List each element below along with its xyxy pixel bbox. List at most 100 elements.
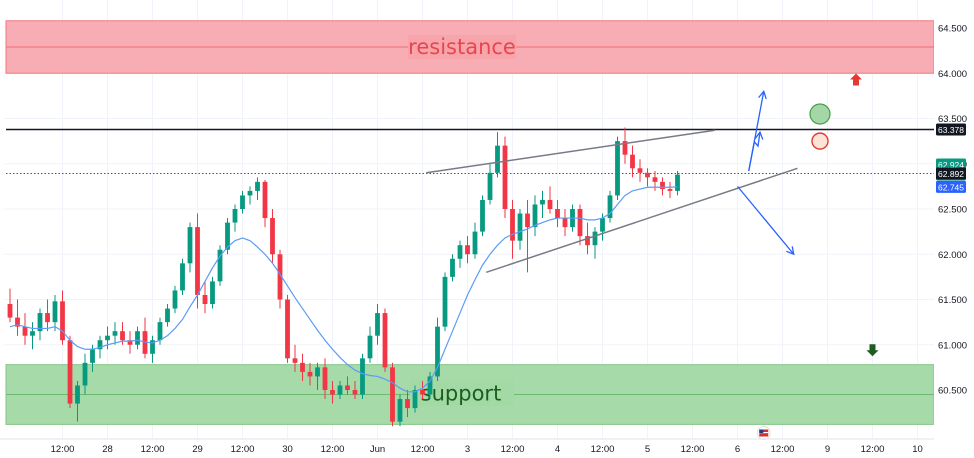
price-axis[interactable]: 64.50064.00063.50063.00062.50062.00061.5…: [934, 0, 974, 458]
candle: [277, 249, 283, 309]
moving-average-line: [9, 186, 678, 393]
candle-body: [150, 340, 155, 354]
candle: [345, 376, 350, 395]
time-axis-tick-label: 12:00: [861, 444, 885, 455]
price-zones: resistance support: [5, 20, 935, 425]
candle: [390, 362, 395, 427]
candle-body: [172, 290, 178, 309]
up-arrow-icon: [850, 73, 862, 86]
time-axis-tick-label: 12:00: [501, 444, 525, 455]
candle-body: [240, 195, 245, 209]
time-axis-tick-label: 12:00: [141, 444, 165, 455]
candle-body: [52, 301, 58, 323]
candle: [660, 177, 665, 196]
candle-body: [202, 294, 208, 305]
candle-body: [480, 199, 485, 232]
candle-body: [510, 209, 515, 241]
candle: [525, 199, 530, 273]
candle: [480, 195, 485, 237]
candle-body: [45, 313, 50, 323]
candle: [337, 380, 343, 400]
moving-average-price-badge-bg: [936, 180, 966, 193]
candle: [255, 177, 260, 200]
candle-body: [607, 195, 613, 219]
candle: [562, 209, 568, 237]
candle-body: [217, 249, 223, 282]
candle-body: [307, 371, 313, 377]
us-flag-event-icon: [756, 426, 771, 440]
candle-body: [375, 313, 380, 336]
candle: [60, 290, 65, 345]
candle: [427, 371, 433, 400]
time-axis-tick-label: 5: [645, 444, 650, 455]
candle: [300, 353, 305, 381]
candle-body: [360, 358, 365, 395]
price-axis-tick-label: 61.500: [938, 295, 967, 306]
candle: [382, 308, 388, 372]
candle-body: [22, 326, 28, 336]
candle: [22, 313, 28, 345]
price-axis-tick-label: 64.000: [938, 69, 967, 80]
candle: [405, 390, 410, 418]
candle-body: [315, 367, 320, 377]
candle: [555, 199, 560, 228]
candle: [540, 190, 545, 219]
price-axis-tick-label: 63.500: [938, 114, 967, 125]
candle-body: [412, 390, 418, 409]
projection-zigzag-arrow: [748, 131, 761, 172]
time-axis-tick-label: 9: [825, 444, 830, 455]
candle-body: [652, 177, 658, 182]
candle: [487, 163, 493, 205]
dotted-price-badge: 62.892: [938, 169, 964, 179]
candle: [45, 299, 50, 332]
time-axis-tick-label: 12:00: [51, 444, 75, 455]
candle-body: [157, 322, 163, 341]
candle-body: [120, 331, 125, 341]
resistance-label-background: [408, 35, 516, 60]
candle-body: [330, 390, 335, 395]
candle: [37, 308, 43, 341]
candle-body: [465, 245, 470, 255]
candle-body: [210, 281, 215, 305]
candle: [675, 170, 680, 196]
candle: [495, 132, 500, 178]
time-axis[interactable]: 12:00 28 12:00 29 12:00 30 12:00 Jun 12:00 3 12:00…: [0, 438, 934, 455]
price-axis-tick-label: 62.500: [938, 205, 967, 216]
candle: [285, 294, 290, 363]
candle-body: [532, 204, 538, 228]
candle: [7, 288, 13, 323]
projection-down-arrow: [736, 185, 795, 255]
candle: [202, 281, 208, 314]
candle: [240, 190, 245, 214]
candle: [472, 222, 478, 259]
candle: [375, 304, 380, 345]
candle: [15, 299, 20, 336]
candle-body: [105, 335, 110, 341]
candle: [667, 181, 673, 199]
time-axis-tick-label: 30: [282, 444, 293, 455]
candle-body: [75, 385, 80, 404]
candle-body: [457, 245, 463, 259]
candle-body: [577, 209, 583, 237]
candle: [67, 335, 73, 409]
time-axis-tick-label: Jun: [370, 444, 385, 455]
candle-body: [645, 172, 650, 178]
candle: [315, 362, 320, 390]
candle-body: [270, 218, 275, 255]
candle-body: [285, 299, 290, 359]
candle: [367, 326, 373, 363]
candle-body: [667, 189, 673, 191]
dotted-price-badge-bg: [936, 167, 966, 180]
projection-arrowhead: [754, 130, 764, 140]
price-axis-tick-label: 62.000: [938, 250, 967, 261]
candle: [517, 209, 523, 250]
candle: [82, 353, 88, 395]
candle-body: [592, 231, 598, 246]
resistance-label: resistance: [408, 35, 516, 59]
chart-markers: [756, 73, 879, 440]
candle: [307, 362, 313, 386]
candle: [75, 380, 80, 422]
candle: [52, 294, 58, 332]
